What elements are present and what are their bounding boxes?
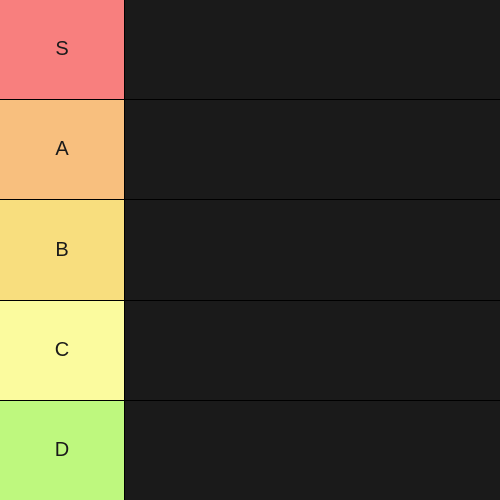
tier-row-a[interactable]: A [0, 100, 500, 200]
tier-content-s[interactable] [125, 0, 500, 99]
tier-label-d[interactable]: D [0, 401, 125, 500]
tier-row-d[interactable]: D [0, 401, 500, 500]
tier-content-d[interactable] [125, 401, 500, 500]
tier-row-s[interactable]: S [0, 0, 500, 100]
tier-label-s[interactable]: S [0, 0, 125, 99]
tier-content-b[interactable] [125, 200, 500, 299]
tier-label-a[interactable]: A [0, 100, 125, 199]
tier-row-c[interactable]: C [0, 301, 500, 401]
tier-label-b[interactable]: B [0, 200, 125, 299]
tier-list: S A B C D [0, 0, 500, 500]
tier-row-b[interactable]: B [0, 200, 500, 300]
tier-content-c[interactable] [125, 301, 500, 400]
tier-content-a[interactable] [125, 100, 500, 199]
tier-label-c[interactable]: C [0, 301, 125, 400]
